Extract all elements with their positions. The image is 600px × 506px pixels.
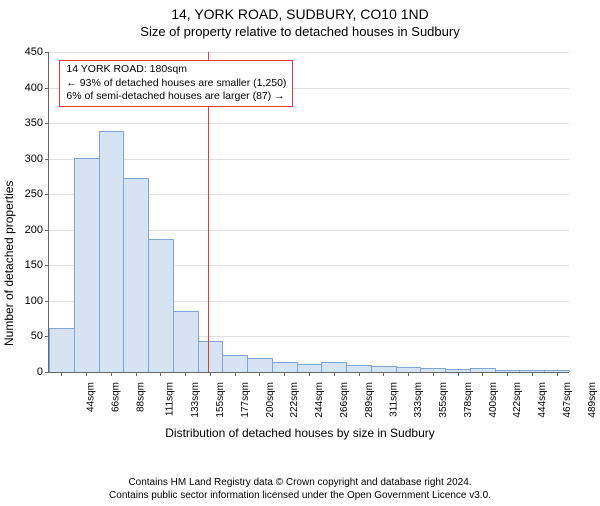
gridline: [49, 123, 569, 124]
annotation-line: 6% of semi-detached houses are larger (8…: [66, 90, 286, 104]
x-tick-label: 489sqm: [587, 382, 598, 418]
histogram-bar: [346, 365, 372, 372]
histogram-bar: [49, 328, 75, 372]
histogram-bar: [99, 131, 125, 372]
histogram-bar: [247, 358, 273, 372]
x-tick: [259, 372, 260, 376]
y-tick-label: 250: [25, 188, 49, 200]
x-tick-label: 133sqm: [191, 382, 202, 418]
x-tick-label: 444sqm: [537, 382, 548, 418]
x-tick-label: 66sqm: [111, 382, 122, 412]
x-tick: [111, 372, 112, 376]
page-subtitle: Size of property relative to detached ho…: [0, 24, 600, 39]
y-tick-label: 150: [25, 259, 49, 271]
footer-attribution: Contains HM Land Registry data © Crown c…: [0, 477, 600, 502]
x-tick: [210, 372, 211, 376]
histogram-bar: [321, 362, 347, 372]
annotation-title: 14 YORK ROAD: 180sqm: [66, 63, 286, 77]
x-tick: [61, 372, 62, 376]
x-tick: [557, 372, 558, 376]
histogram-bar: [173, 311, 199, 372]
plot-area: 05010015020025030035040045044sqm66sqm88s…: [48, 52, 569, 373]
histogram-bar: [123, 178, 149, 372]
annotation-box: 14 YORK ROAD: 180sqm← 93% of detached ho…: [59, 60, 293, 107]
chart-area: 05010015020025030035040045044sqm66sqm88s…: [48, 52, 580, 428]
x-tick-label: 88sqm: [135, 382, 146, 412]
annotation-line: ← 93% of detached houses are smaller (1,…: [66, 77, 286, 91]
y-tick-label: 200: [25, 224, 49, 236]
x-tick: [359, 372, 360, 376]
y-tick-label: 400: [25, 82, 49, 94]
x-tick-label: 467sqm: [562, 382, 573, 418]
x-tick-label: 422sqm: [512, 382, 523, 418]
x-tick-label: 311sqm: [388, 382, 399, 417]
x-tick-label: 244sqm: [314, 382, 325, 418]
x-tick: [334, 372, 335, 376]
footer-line-2: Contains public sector information licen…: [0, 490, 600, 503]
x-tick-label: 400sqm: [488, 382, 499, 418]
x-tick: [482, 372, 483, 376]
gridline: [49, 52, 569, 53]
x-tick-label: 44sqm: [86, 382, 97, 412]
x-tick-label: 111sqm: [164, 382, 175, 416]
x-tick-label: 222sqm: [290, 382, 301, 418]
histogram-bar: [74, 158, 100, 372]
histogram-bar: [148, 239, 174, 372]
x-tick: [86, 372, 87, 376]
gridline: [49, 159, 569, 160]
page-title: 14, YORK ROAD, SUDBURY, CO10 1ND: [0, 6, 600, 22]
x-tick: [532, 372, 533, 376]
x-tick-label: 177sqm: [240, 382, 251, 418]
x-tick-label: 200sqm: [265, 382, 276, 418]
x-tick: [136, 372, 137, 376]
y-tick-label: 450: [25, 46, 49, 58]
x-tick-label: 289sqm: [364, 382, 375, 418]
x-tick-label: 266sqm: [339, 382, 350, 418]
x-tick: [185, 372, 186, 376]
x-tick-label: 378sqm: [463, 382, 474, 418]
x-tick: [309, 372, 310, 376]
x-tick: [383, 372, 384, 376]
histogram-bar: [198, 341, 224, 372]
x-tick: [433, 372, 434, 376]
x-tick-label: 333sqm: [413, 382, 424, 418]
y-tick-label: 50: [31, 330, 49, 342]
y-tick-label: 300: [25, 153, 49, 165]
x-tick: [408, 372, 409, 376]
x-axis-label: Distribution of detached houses by size …: [0, 426, 600, 440]
histogram-bar: [272, 362, 298, 372]
x-tick: [458, 372, 459, 376]
histogram-bar: [297, 364, 323, 372]
x-tick: [284, 372, 285, 376]
y-tick-label: 350: [25, 117, 49, 129]
x-tick: [160, 372, 161, 376]
y-axis-label: Number of detached properties: [2, 181, 16, 346]
x-tick: [507, 372, 508, 376]
x-tick-label: 155sqm: [215, 382, 226, 418]
histogram-bar: [222, 355, 248, 372]
y-tick-label: 100: [25, 295, 49, 307]
x-tick: [235, 372, 236, 376]
y-tick-label: 0: [37, 366, 49, 378]
footer-line-1: Contains HM Land Registry data © Crown c…: [0, 477, 600, 490]
x-tick-label: 355sqm: [438, 382, 449, 418]
